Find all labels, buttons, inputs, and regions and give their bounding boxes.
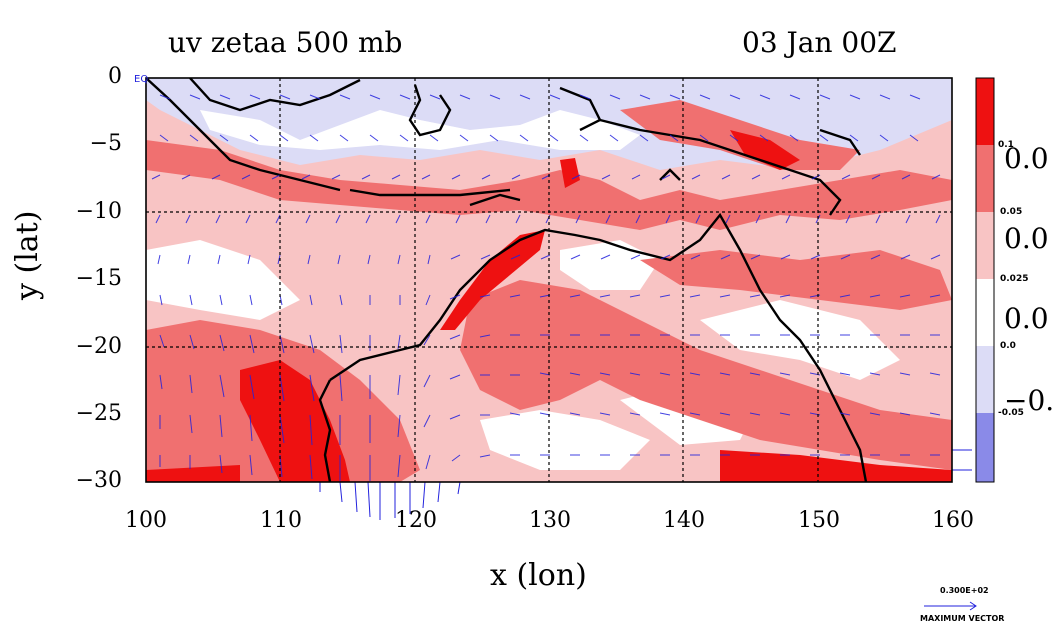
colorbar-label-large: 0.0 (1004, 302, 1049, 335)
x-tick-label: 150 (798, 508, 840, 533)
max-vector-label: MAXIMUM VECTOR (920, 614, 1005, 623)
x-tick-label: 160 (932, 508, 974, 533)
strong-vorticity-region (440, 230, 545, 330)
positive-vorticity-region (640, 250, 952, 310)
overflow-vectors (319, 449, 972, 520)
colorbar (975, 77, 995, 483)
coastline (146, 78, 868, 482)
plot-frame (145, 77, 953, 483)
x-tick-label: 100 (125, 508, 167, 533)
strong-vorticity-region (730, 130, 800, 170)
colorbar-level: 0.0 (1000, 341, 1016, 351)
colorbar-level: 0.025 (1000, 274, 1029, 284)
x-axis-label: x (lon) (490, 558, 587, 593)
x-tick-label: 130 (529, 508, 571, 533)
map-date: 03 Jan 00Z (742, 26, 897, 59)
colorbar-level: 0.1 (998, 140, 1014, 150)
grid-lines (146, 78, 952, 482)
strong-vorticity-region (146, 465, 240, 482)
y-tick-label: −25 (75, 401, 122, 426)
y-tick-label: −15 (75, 266, 122, 291)
x-tick-label: 140 (663, 508, 705, 533)
colorbar-label-large: 0.0 (1004, 142, 1049, 175)
max-vector-value: 0.300E+02 (940, 586, 989, 595)
colorbar-label-large: −0. (1004, 384, 1055, 417)
equator-label: EQ (134, 74, 149, 85)
strong-vorticity-region (720, 450, 952, 482)
y-tick-label: 0 (108, 64, 122, 89)
positive-vorticity-region (460, 280, 952, 470)
x-tick-label: 120 (395, 508, 437, 533)
white-region (200, 110, 640, 150)
max-vector-arrow (924, 601, 977, 611)
y-tick-label: −30 (75, 468, 122, 493)
y-tick-label: −5 (89, 131, 122, 156)
y-tick-label: −10 (75, 199, 122, 224)
colorbar-label-large: 0.0 (1004, 222, 1049, 255)
colorbar-level: 0.05 (1000, 207, 1023, 217)
wind-vectors (151, 94, 941, 481)
colorbar-level: -0.05 (998, 408, 1024, 418)
x-tick-label: 110 (260, 508, 302, 533)
strong-vorticity-region (240, 360, 350, 482)
white-region (146, 240, 300, 320)
strong-vorticity-region (560, 158, 580, 188)
white-region (560, 240, 660, 290)
y-tick-label: −20 (75, 334, 122, 359)
map-title: uv zetaa 500 mb (168, 26, 403, 59)
positive-vorticity-region (146, 140, 952, 230)
